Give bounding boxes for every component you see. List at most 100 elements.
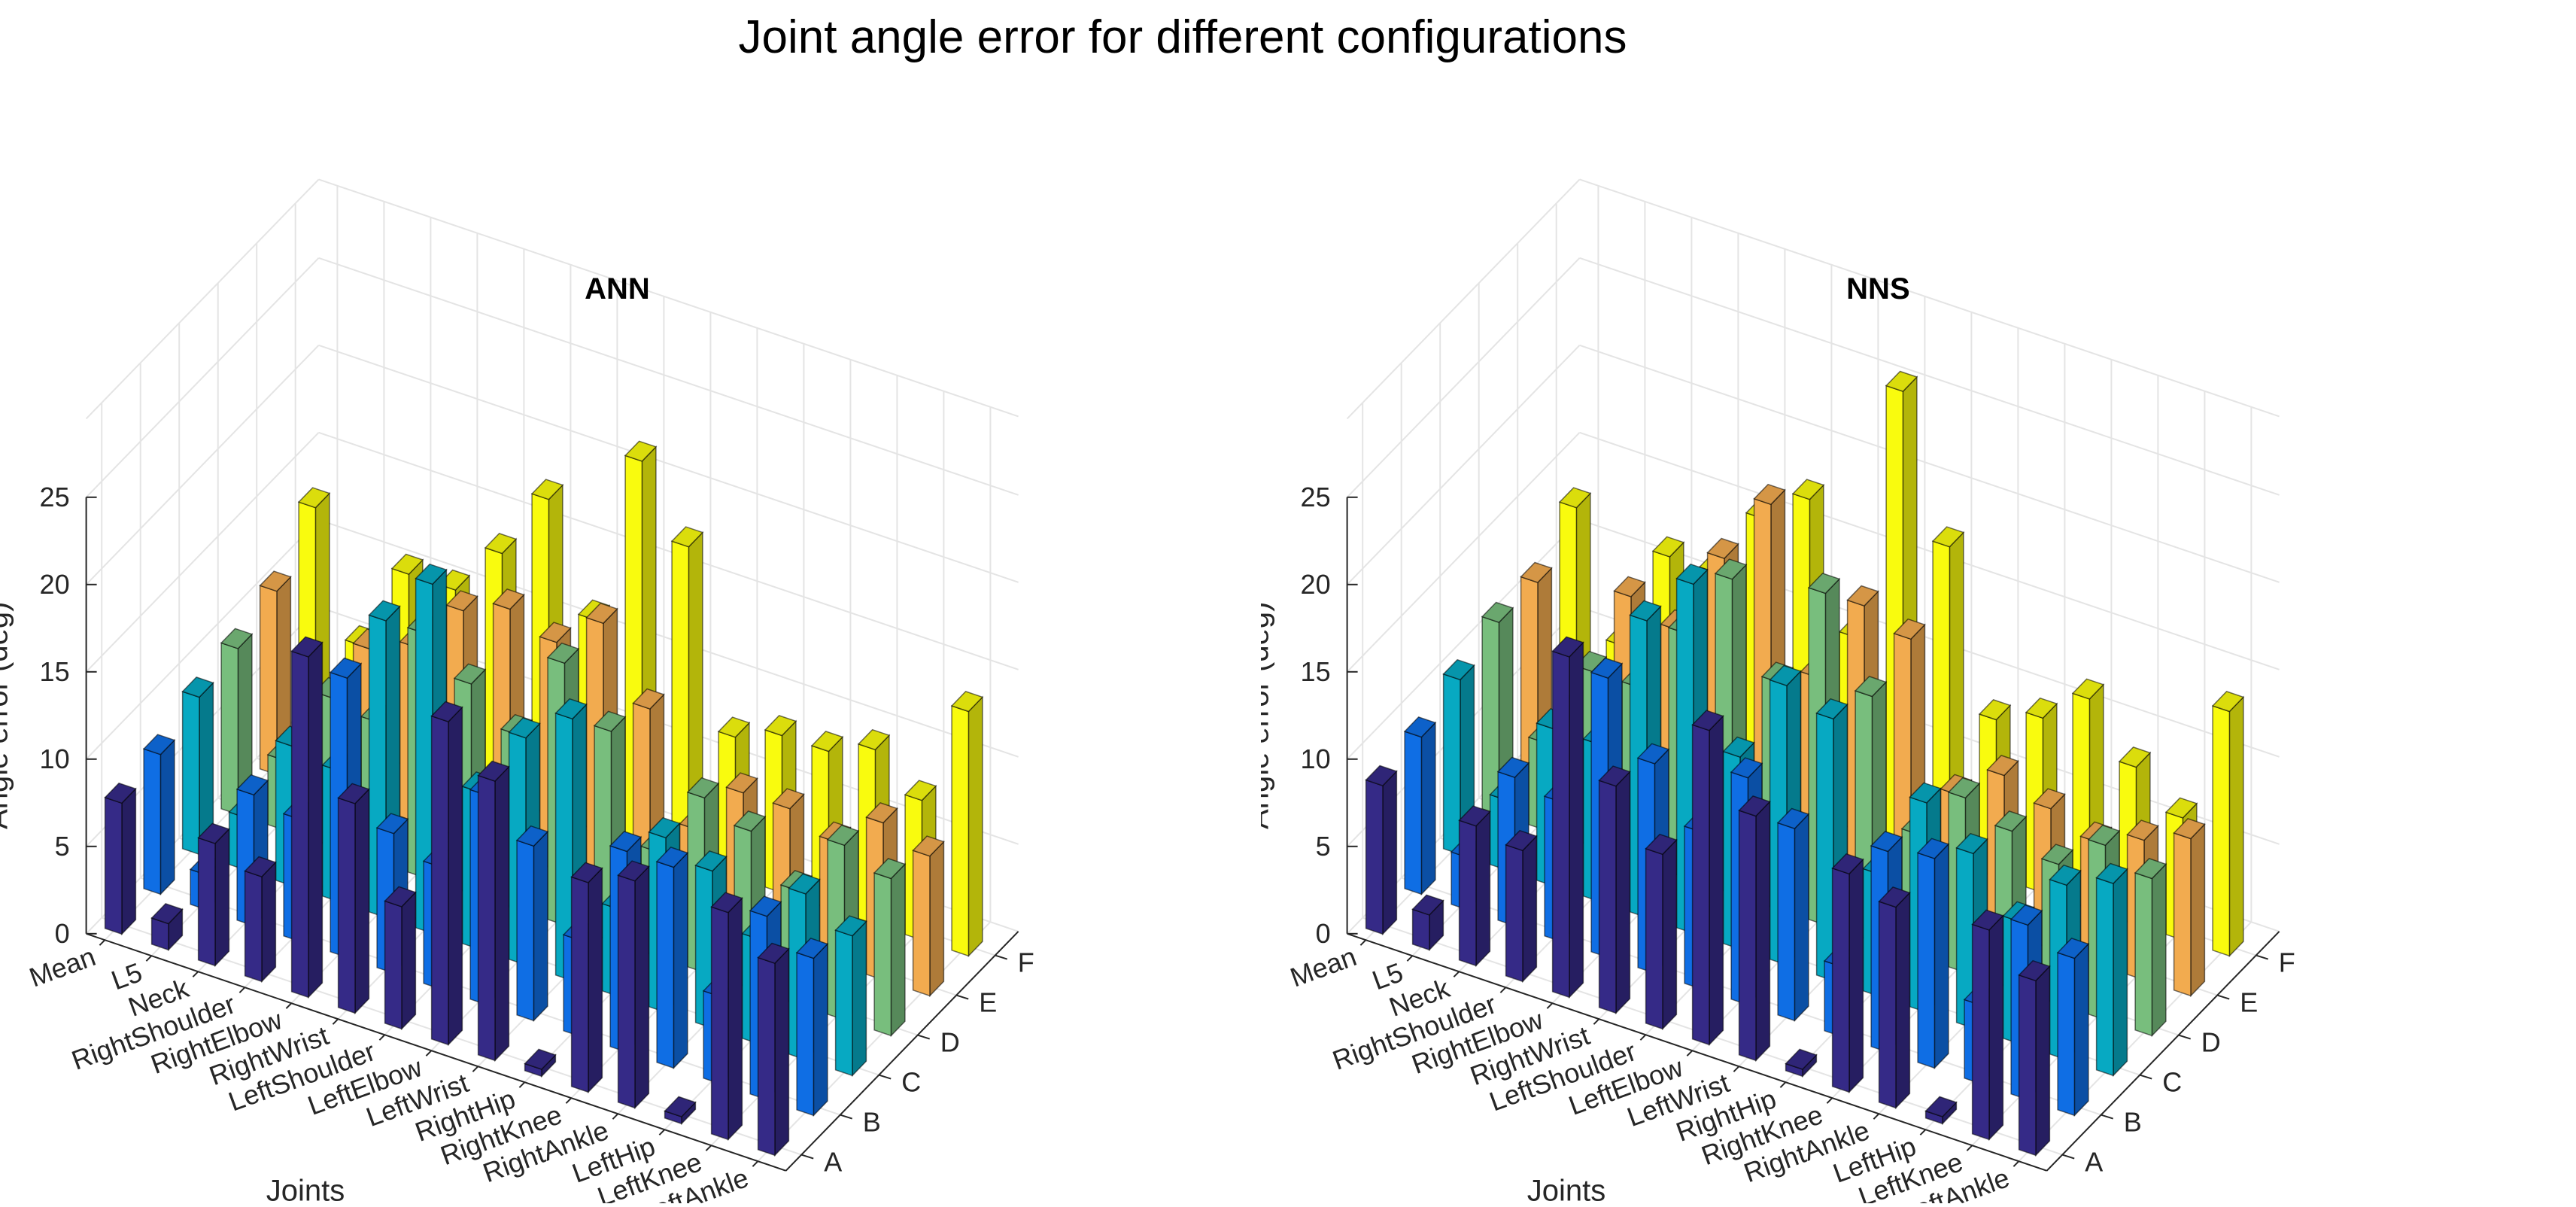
y-tick-label: C (2162, 1067, 2182, 1098)
side-gridline (85, 432, 320, 673)
subplot-ann: 0 5 10 15 20 25 Mean L5 Neck RightShoulder RightEl… (0, 0, 1288, 1207)
x-tick (1733, 1066, 1740, 1072)
subplot-nns: 0 5 10 15 20 25 Mean L5 Neck RightShoulder RightEl… (1242, 0, 2576, 1207)
bar-ann-mean-b (142, 734, 176, 896)
y-tick (878, 1074, 892, 1080)
y-tick-label: F (1018, 947, 1034, 978)
x-tick (705, 1145, 712, 1151)
y-tick (955, 994, 969, 1000)
z-tick-label: 25 (40, 482, 70, 512)
bar-ann-l5-a (150, 903, 184, 952)
x-tick (565, 1097, 573, 1104)
bar-nns-leftankle-f (2211, 691, 2245, 958)
floor-gridline (2018, 921, 2252, 1162)
x-tick (1499, 987, 1507, 993)
x-tick (1919, 1129, 1927, 1136)
back-gridline (1579, 344, 2280, 583)
bar-ann-leftshoulder-a (384, 886, 417, 1031)
back-gridline (1579, 518, 2280, 758)
bar-ann-leftankle-f (950, 691, 984, 958)
bar-nns-neck-a (1458, 805, 1491, 968)
z-tick-label: 20 (40, 569, 70, 600)
z-tick-label: 10 (1301, 743, 1331, 774)
x-tick (378, 1034, 386, 1041)
x-axis-line (1347, 932, 2047, 1172)
bar-ann-leftwrist-f (670, 526, 704, 863)
bar-nns-leftshoulder-a (1645, 833, 1678, 1031)
y-tick (2256, 954, 2268, 960)
bar-ann-leftankle-b (795, 938, 829, 1117)
x-tick (612, 1113, 619, 1120)
bar-ann-rightknee-a (570, 862, 603, 1094)
x-tick (472, 1066, 479, 1072)
z-axis-label: Angle error (deg) (1261, 602, 1275, 829)
x-tick (145, 955, 153, 962)
y-tick (840, 1114, 852, 1120)
bar-nns-l5-a (1411, 894, 1444, 952)
bar-ann-neck-a (197, 822, 230, 968)
x-tick (238, 987, 246, 993)
y-axis-line (2046, 931, 2280, 1172)
back-gridline (1579, 431, 2280, 670)
y-tick (2216, 994, 2230, 1000)
bar-ann-leftwrist-b (515, 825, 549, 1023)
x-tick (425, 1050, 433, 1057)
nns-bars (1365, 370, 2245, 1157)
figure-title: Joint angle error for different configur… (738, 11, 1627, 63)
side-gridline (85, 345, 320, 585)
bar-nns-rightknee-a (1831, 853, 1864, 1094)
x-tick (2012, 1160, 2020, 1167)
bar-ann-leftknee-a (710, 892, 743, 1142)
box-edge (1346, 178, 1581, 420)
x-tick (99, 939, 106, 946)
x-tick (1406, 955, 1414, 962)
back-gridline (318, 257, 1019, 496)
x-tick (1453, 971, 1460, 977)
x-tick (518, 1081, 526, 1088)
y-axis-line (785, 931, 1019, 1172)
x-tick (1359, 939, 1367, 946)
ann-bars (104, 440, 984, 1157)
bar-nns-leftankle-a (2018, 959, 2051, 1157)
bar-nns-leftwrist-b (1776, 807, 1810, 1023)
y-tick-label: D (940, 1027, 960, 1058)
side-gridline (85, 257, 320, 498)
x-tick (1546, 1002, 1554, 1009)
y-tick (2178, 1034, 2191, 1040)
bar-nns-mean-c (1442, 658, 1475, 856)
bar-ann-leftankle-e (912, 835, 945, 998)
bar-ann-righthip-a (524, 1048, 557, 1078)
x-tick (1593, 1018, 1600, 1025)
bar-nns-rightankle-a (1878, 886, 1911, 1110)
x-axis-label: Joints (266, 1175, 345, 1204)
x-tick (1966, 1145, 1973, 1151)
y-tick-label: B (863, 1107, 881, 1138)
z-tick-label: 25 (1301, 482, 1331, 512)
x-tick (1686, 1050, 1694, 1057)
z-tick-label: 0 (1316, 918, 1331, 949)
y-tick (800, 1154, 814, 1160)
x-axis-line (86, 932, 786, 1172)
y-tick-label: E (979, 987, 997, 1018)
x-tick (658, 1129, 666, 1136)
x-axis-label: Joints (1527, 1175, 1606, 1204)
side-gridline (1346, 345, 1581, 585)
side-gridline (1346, 519, 1581, 760)
back-gridline (1579, 257, 2280, 496)
z-axis-label: Angle error (deg) (0, 602, 14, 829)
bar-nns-mean-b (1403, 716, 1437, 896)
bar-nns-rightwrist-a (1598, 765, 1631, 1015)
bar-ann-leftelbow-a (430, 701, 463, 1047)
box-edge (318, 178, 1019, 418)
bar-ann-lefthip-a (664, 1096, 697, 1126)
z-tick-label: 0 (55, 918, 70, 949)
bar-nns-leftankle-e (2173, 818, 2206, 998)
x-tick (1779, 1081, 1787, 1088)
x-tick (332, 1018, 339, 1025)
x-tick (285, 1002, 293, 1009)
bar-ann-leftankle-a (757, 942, 790, 1157)
side-gridline (1346, 257, 1581, 498)
box-edge (85, 178, 320, 420)
